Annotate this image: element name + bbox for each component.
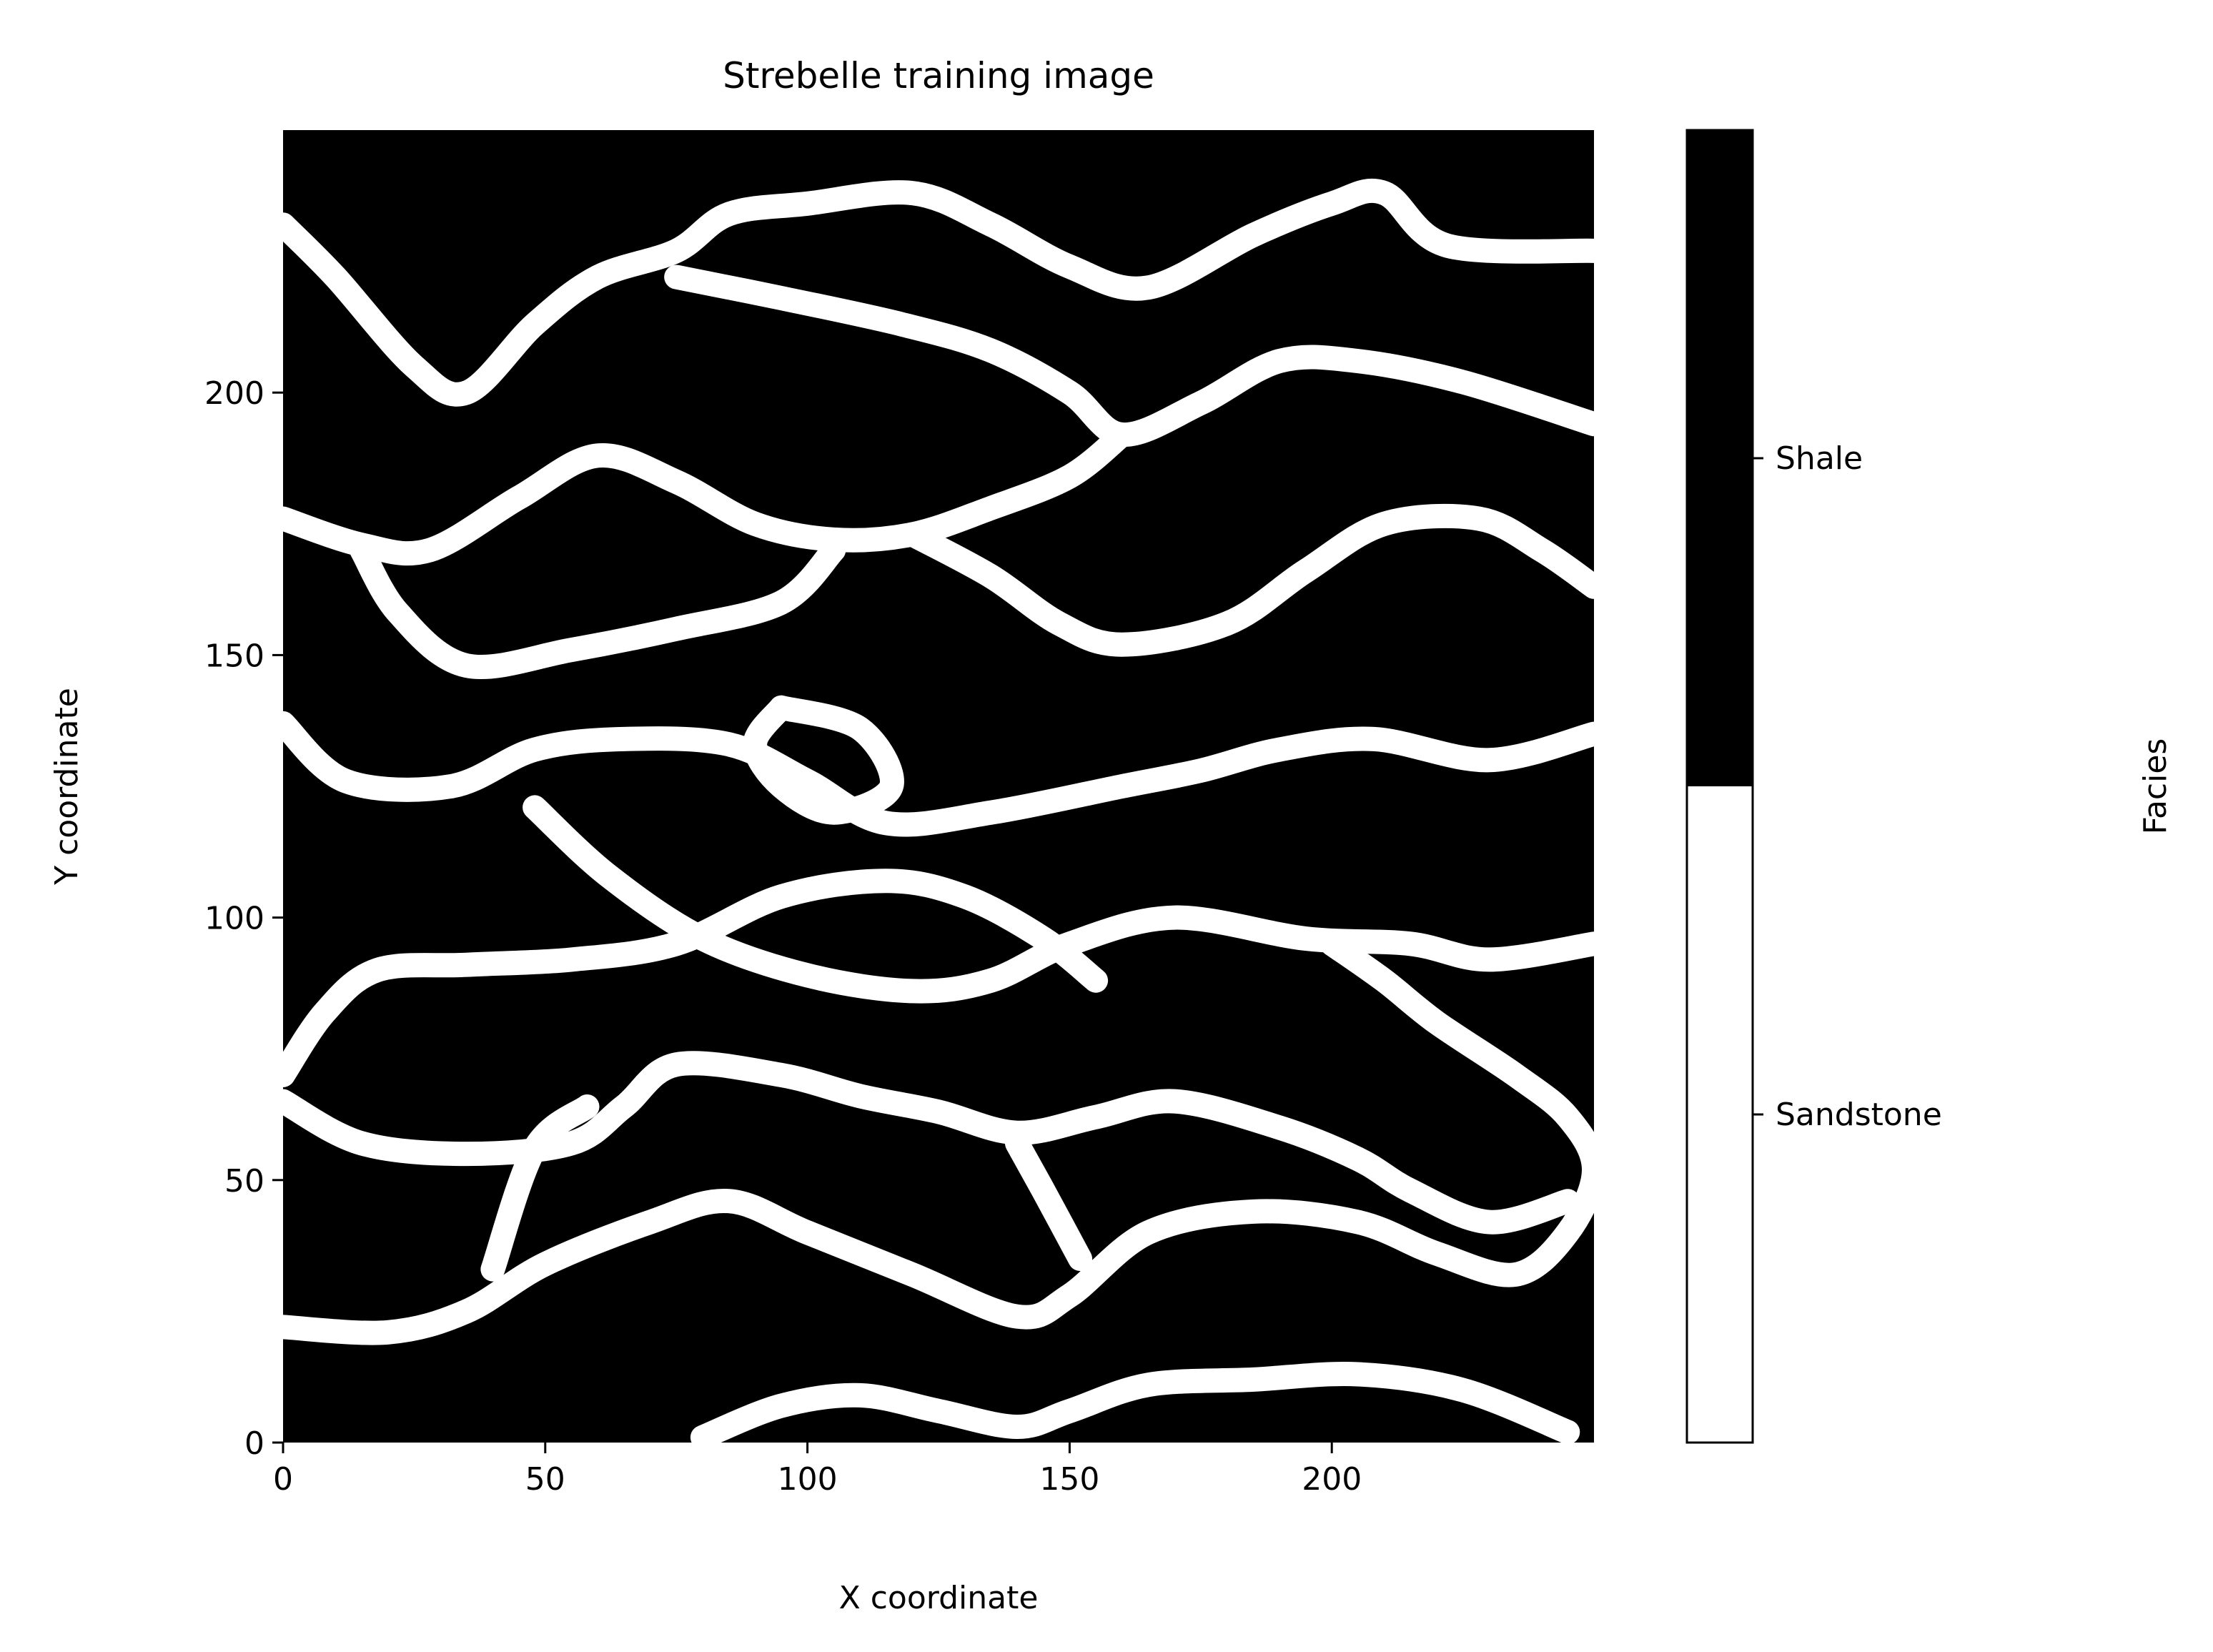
sandstone-channel-3 bbox=[283, 422, 1134, 566]
sandstone-channel-14 bbox=[690, 1362, 1580, 1443]
x-tick-label: 200 bbox=[1302, 1461, 1362, 1498]
colorbar-sandstone-segment bbox=[1687, 786, 1753, 1443]
sandstone-channel-9 bbox=[283, 1051, 1580, 1235]
plot-area bbox=[283, 130, 1594, 1443]
x-tick-label: 150 bbox=[1039, 1461, 1099, 1498]
colorbar-title: Facies bbox=[2137, 738, 2174, 835]
sandstone-channels bbox=[283, 178, 1594, 1443]
sandstone-channel-5 bbox=[900, 503, 1594, 657]
sandstone-channel-10 bbox=[743, 695, 904, 825]
y-tick-label: 0 bbox=[244, 1425, 264, 1462]
y-axis: 0 50 100 150 200 bbox=[204, 375, 283, 1462]
colorbar-shale-segment bbox=[1687, 130, 1753, 786]
chart-title: Strebelle training image bbox=[723, 55, 1154, 97]
x-tick-label: 100 bbox=[778, 1461, 838, 1498]
x-axis: 0 50 100 150 200 bbox=[273, 1443, 1362, 1498]
colorbar-label-shale: Shale bbox=[1776, 440, 1863, 477]
sandstone-channel-8 bbox=[283, 869, 1109, 1087]
sandstone-channel-13 bbox=[1005, 1131, 1093, 1271]
sandstone-channel-1 bbox=[283, 178, 1594, 407]
sandstone-channel-4 bbox=[350, 538, 846, 680]
y-axis-label: Y coordinate bbox=[49, 688, 85, 886]
sandstone-channel-11 bbox=[283, 931, 1594, 1345]
sandstone-channel-12 bbox=[480, 1094, 600, 1282]
x-axis-label: X coordinate bbox=[839, 1580, 1039, 1616]
colorbar-frame bbox=[1685, 129, 1754, 1444]
x-tick-label: 0 bbox=[273, 1461, 293, 1498]
x-tick-label: 50 bbox=[525, 1461, 565, 1498]
y-tick-label: 100 bbox=[204, 901, 264, 937]
colorbar-label-sandstone: Sandstone bbox=[1776, 1097, 1942, 1133]
sandstone-channel-6 bbox=[283, 711, 1594, 837]
colorbar: Shale Sandstone Facies bbox=[1685, 129, 2174, 1444]
y-tick-label: 150 bbox=[204, 638, 264, 674]
y-tick-label: 200 bbox=[204, 375, 264, 412]
y-tick-label: 50 bbox=[224, 1163, 264, 1200]
